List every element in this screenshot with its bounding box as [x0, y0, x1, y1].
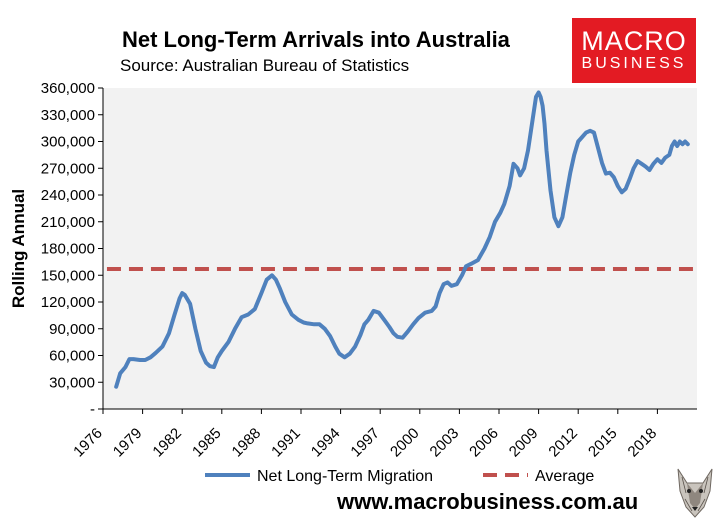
logo-line-2: BUSINESS: [581, 55, 687, 72]
y-tick-label: 240,000: [41, 187, 95, 204]
y-tick-label: -: [90, 401, 95, 418]
x-tick-label: 1994: [308, 425, 344, 461]
logo-line-1: MACRO: [581, 26, 687, 56]
x-tick-label: 2003: [427, 425, 463, 461]
x-tick-label: 2006: [466, 425, 502, 461]
macrobusiness-logo: MACRO BUSINESS: [572, 18, 696, 83]
y-tick-label: 90,000: [49, 321, 95, 338]
y-tick-label: 270,000: [41, 160, 95, 177]
y-tick-label: 300,000: [41, 134, 95, 151]
y-tick-label: 360,000: [41, 80, 95, 97]
x-tick-label: 2018: [625, 425, 661, 461]
migration-series-line: [114, 90, 690, 389]
x-tick-label: 1991: [268, 425, 304, 461]
y-tick-label: 210,000: [41, 214, 95, 231]
x-tick-label: 1982: [149, 425, 185, 461]
y-axis-label: Rolling Annual: [9, 189, 28, 308]
chart-title: Net Long-Term Arrivals into Australia: [122, 27, 510, 52]
y-tick-label: 60,000: [49, 348, 95, 365]
x-tick-label: 1979: [110, 425, 146, 461]
y-tick-label: 330,000: [41, 107, 95, 124]
legend-label-average: Average: [535, 468, 594, 485]
x-tick-label: 2000: [387, 425, 423, 461]
x-tick-label: 1985: [189, 425, 225, 461]
chart-subtitle: Source: Australian Bureau of Statistics: [120, 56, 410, 75]
y-tick-label: 180,000: [41, 241, 95, 258]
y-tick-label: 30,000: [49, 374, 95, 391]
x-tick-label: 2015: [585, 425, 621, 461]
plot-area: [103, 88, 697, 409]
x-tick-label: 1976: [70, 425, 106, 461]
legend-label-migration: Net Long-Term Migration: [257, 468, 433, 485]
x-tick-label: 1997: [347, 425, 383, 461]
y-tick-label: 150,000: [41, 267, 95, 284]
wolf-logo-icon: [670, 463, 720, 523]
x-tick-label: 2012: [545, 425, 581, 461]
x-tick-label: 1988: [229, 425, 265, 461]
footer-url: www.macrobusiness.com.au: [337, 489, 639, 514]
y-tick-label: 120,000: [41, 294, 95, 311]
x-tick-label: 2009: [506, 425, 542, 461]
